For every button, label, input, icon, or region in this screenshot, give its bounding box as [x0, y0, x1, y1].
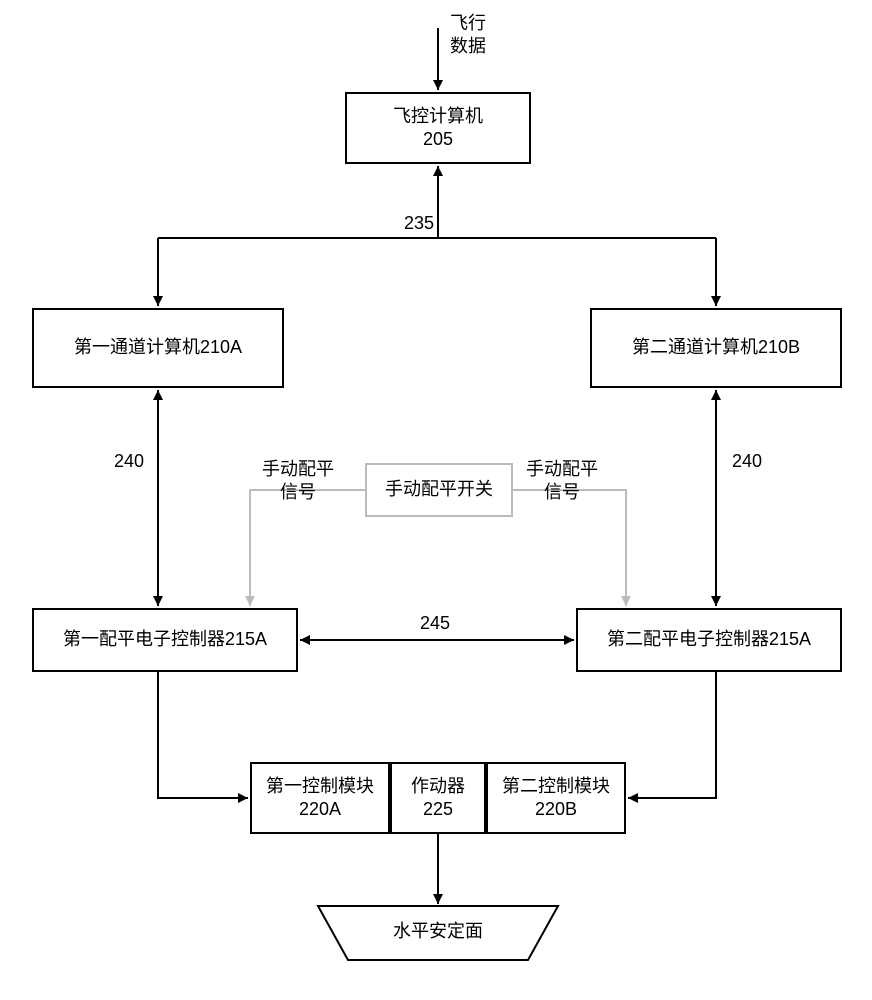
fcc-ref: 205 — [423, 128, 453, 151]
edge-label-235: 235 — [404, 212, 434, 235]
ctrl-a-l1: 第一控制模块 — [266, 775, 374, 798]
node-flight-control-computer: 飞控计算机 205 — [345, 92, 531, 164]
manual-left-l1: 手动配平 — [262, 459, 334, 479]
ctrl-a-l2: 220A — [299, 798, 341, 821]
actuator-l2: 225 — [423, 798, 453, 821]
trim-b-text: 第二配平电子控制器215A — [607, 628, 811, 651]
manual-right-l1: 手动配平 — [526, 459, 598, 479]
actuator-l1: 作动器 — [411, 775, 465, 798]
input-label: 飞行 数据 — [450, 12, 486, 57]
manual-switch-text: 手动配平开关 — [385, 478, 493, 501]
node-trim-controller-a: 第一配平电子控制器215A — [32, 608, 298, 672]
node-channel-a: 第一通道计算机210A — [32, 308, 284, 388]
node-actuator: 作动器 225 — [390, 762, 486, 834]
manual-signal-right-label: 手动配平 信号 — [526, 458, 598, 503]
edge-label-245: 245 — [420, 612, 450, 635]
input-label-line1: 飞行 — [450, 13, 486, 33]
channel-a-text: 第一通道计算机210A — [74, 336, 242, 359]
node-control-module-a: 第一控制模块 220A — [250, 762, 390, 834]
node-trim-controller-b: 第二配平电子控制器215A — [576, 608, 842, 672]
ctrl-b-l1: 第二控制模块 — [502, 775, 610, 798]
manual-signal-left-label: 手动配平 信号 — [262, 458, 334, 503]
fcc-title: 飞控计算机 — [393, 105, 483, 128]
flowchart-diagram: 飞行 数据 飞控计算机 205 235 第一通道计算机210A 第二通道计算机2… — [0, 0, 872, 1000]
edge-label-240-left: 240 — [114, 450, 144, 473]
node-manual-trim-switch: 手动配平开关 — [365, 463, 513, 517]
node-channel-b: 第二通道计算机210B — [590, 308, 842, 388]
manual-left-l2: 信号 — [280, 482, 316, 502]
channel-b-text: 第二通道计算机210B — [632, 336, 800, 359]
input-label-line2: 数据 — [450, 36, 486, 56]
trim-a-text: 第一配平电子控制器215A — [63, 628, 267, 651]
manual-right-l2: 信号 — [544, 482, 580, 502]
ctrl-b-l2: 220B — [535, 798, 577, 821]
edge-label-240-right: 240 — [732, 450, 762, 473]
node-control-module-b: 第二控制模块 220B — [486, 762, 626, 834]
node-horizontal-stabilizer: 水平安定面 — [318, 920, 558, 943]
stabilizer-text: 水平安定面 — [393, 921, 483, 941]
